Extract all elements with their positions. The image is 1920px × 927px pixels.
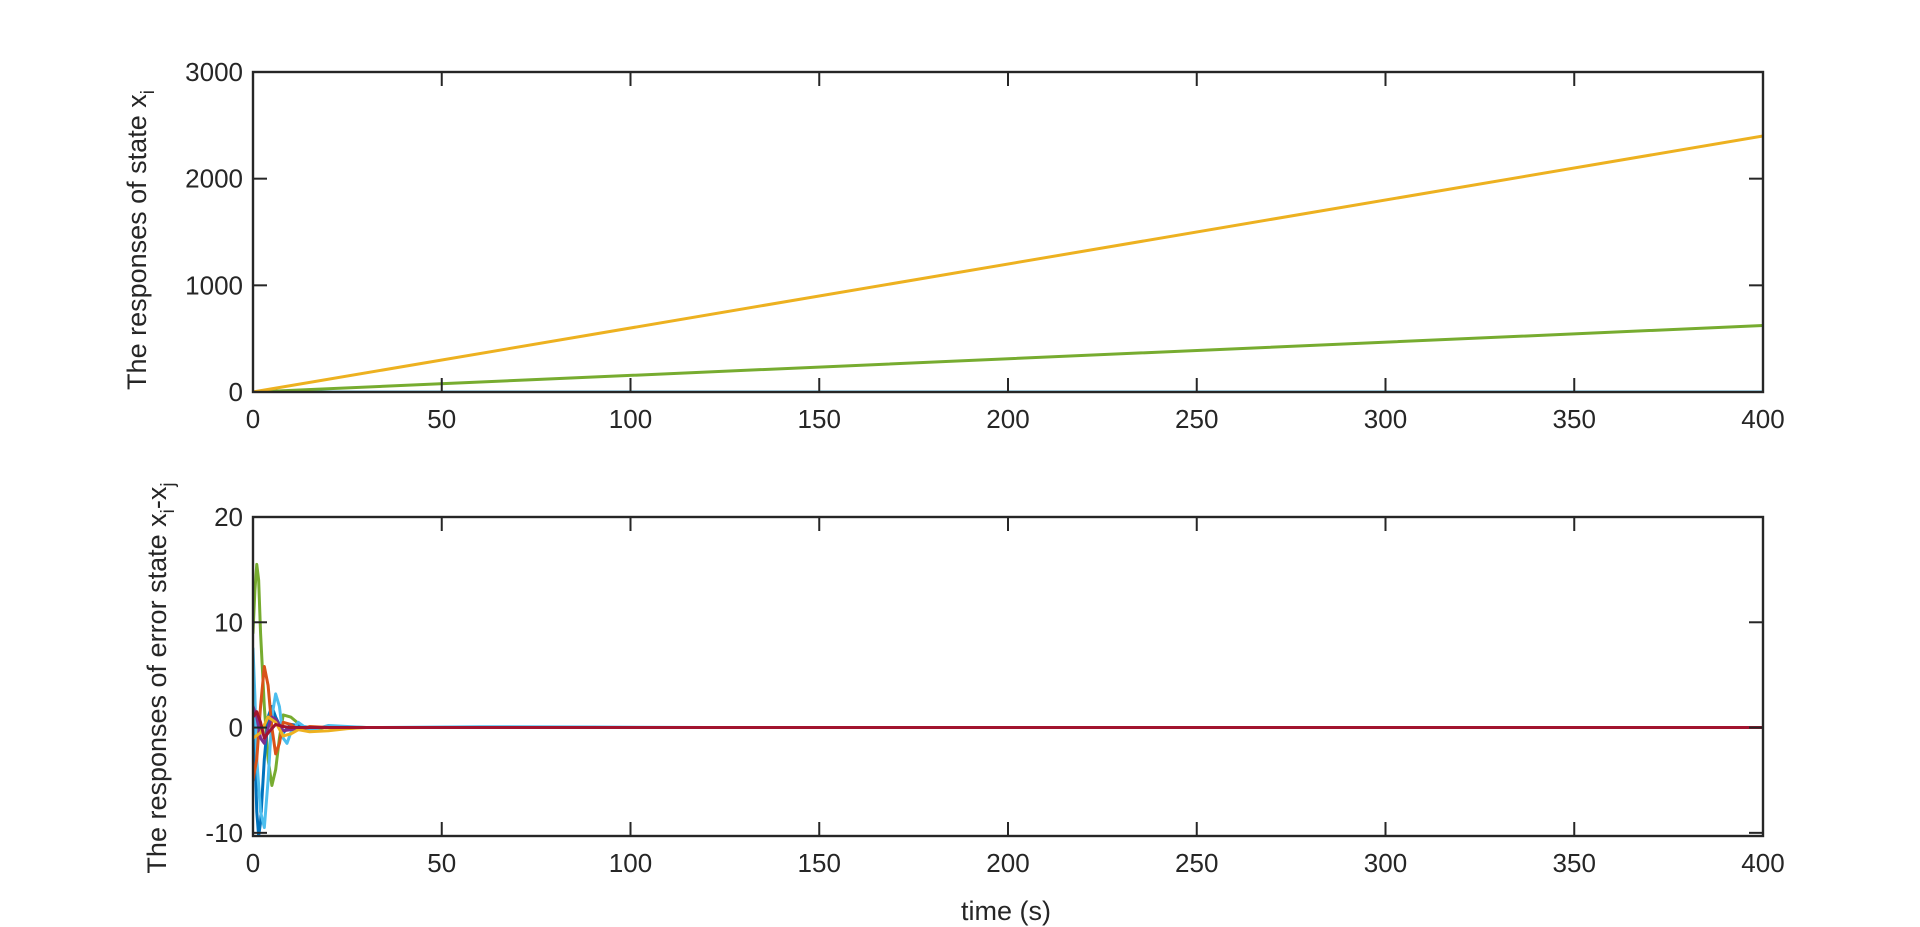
- top-axes-frame: [251, 70, 1765, 394]
- bottom-series-line-5: [253, 705, 1763, 745]
- top-y-tick-label: 0: [229, 377, 243, 407]
- bottom-y-tick-label: 20: [214, 502, 243, 532]
- bottom-series-line-3: [253, 647, 1763, 830]
- top-x-tick-label: 200: [986, 404, 1029, 434]
- bottom-y-axis-label-mid: -x: [142, 486, 172, 509]
- bottom-y-axis-label-main: The responses of error state x: [142, 513, 172, 874]
- top-x-tick-label: 100: [609, 404, 652, 434]
- top-y-axis-label-sub: i: [138, 90, 159, 94]
- bottom-series-line-4: [253, 665, 1763, 782]
- bottom-series-line-7: [253, 710, 1763, 740]
- top-x-tick-label: 250: [1175, 404, 1218, 434]
- bottom-subplot: The responses of error state xi-xj time …: [142, 482, 1785, 926]
- bottom-y-axis-label: The responses of error state xi-xj: [142, 482, 179, 873]
- bottom-series-line-2: [253, 683, 1763, 836]
- top-y-tick-label: 2000: [185, 164, 243, 194]
- top-x-tick-label: 350: [1553, 404, 1596, 434]
- bottom-x-axis-label: time (s): [961, 896, 1051, 926]
- top-x-tick-label: 50: [427, 404, 456, 434]
- bottom-y-axis-label-sub-j: j: [158, 482, 179, 487]
- top-x-tick-label: 0: [246, 404, 260, 434]
- top-series-line-3: [253, 134, 1763, 392]
- bottom-y-tick-label: -10: [205, 818, 243, 848]
- top-x-tick-label: 150: [798, 404, 841, 434]
- bottom-x-tick-label: 400: [1741, 848, 1784, 878]
- top-y-tick-label: 1000: [185, 270, 243, 300]
- bottom-x-tick-label: 150: [798, 848, 841, 878]
- bottom-x-tick-label: 300: [1364, 848, 1407, 878]
- top-x-tick-label: 300: [1364, 404, 1407, 434]
- top-subplot: The responses of state xi 0 50 100 150 200 25…: [122, 57, 1785, 434]
- top-series-group: [253, 134, 1763, 392]
- bottom-x-tick-label: 350: [1553, 848, 1596, 878]
- bottom-x-tick-label: 0: [246, 848, 260, 878]
- top-y-axis-label: The responses of state xi: [122, 90, 159, 390]
- bottom-x-tick-label: 200: [986, 848, 1029, 878]
- bottom-y-axis-label-sub-i: i: [158, 509, 179, 513]
- bottom-series-group: [253, 562, 1763, 836]
- bottom-y-tick-label: 10: [214, 607, 243, 637]
- bottom-x-tick-label: 250: [1175, 848, 1218, 878]
- bottom-axes-frame: [251, 515, 1765, 838]
- bottom-y-tick-label: 0: [229, 713, 243, 743]
- top-y-tick-label: 3000: [185, 57, 243, 87]
- top-x-tick-label: 400: [1741, 404, 1784, 434]
- bottom-x-tick-label: 50: [427, 848, 456, 878]
- top-series-line-2: [253, 324, 1763, 392]
- bottom-series-line-1: [253, 562, 1763, 787]
- top-y-axis-label-main: The responses of state x: [122, 94, 152, 390]
- bottom-x-tick-label: 100: [609, 848, 652, 878]
